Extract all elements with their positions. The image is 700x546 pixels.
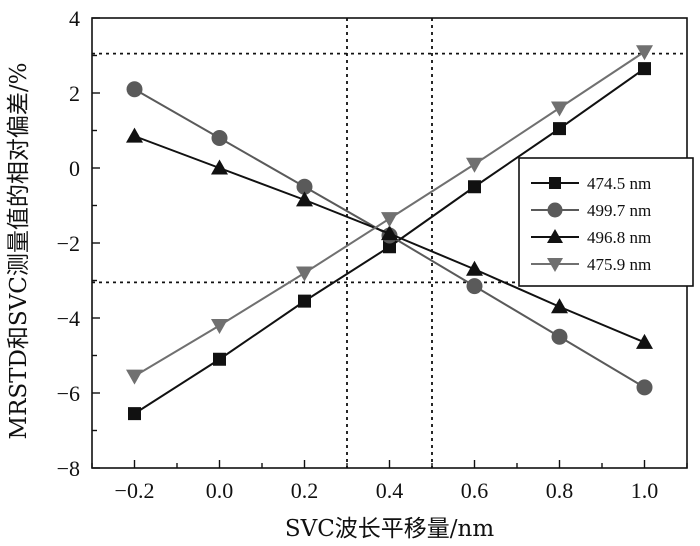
data-point [296, 266, 313, 282]
data-point [211, 159, 228, 175]
series-0 [128, 62, 651, 421]
series-2 [126, 127, 653, 349]
y-tick-label: −2 [57, 231, 80, 256]
series-layer [126, 45, 653, 421]
data-point [128, 407, 141, 421]
x-tick-label: 0.0 [206, 478, 234, 503]
legend-label: 475.9 nm [587, 255, 651, 274]
x-tick-label: 0.4 [376, 478, 404, 503]
data-point [551, 328, 568, 345]
y-tick-label: −4 [57, 306, 80, 331]
data-point [466, 278, 483, 295]
legend-label: 496.8 nm [587, 228, 651, 247]
reference-lines [92, 18, 687, 468]
y-tick-label: 4 [69, 6, 80, 31]
data-point [636, 333, 653, 349]
x-tick-label: 1.0 [631, 478, 659, 503]
data-point [383, 240, 396, 254]
data-point [298, 294, 311, 308]
x-tick-label: 0.8 [546, 478, 574, 503]
data-point [296, 178, 313, 195]
data-point [468, 180, 481, 194]
data-point [551, 298, 568, 314]
y-tick-label: 2 [69, 81, 80, 106]
data-point [636, 45, 653, 61]
legend-label: 499.7 nm [587, 201, 651, 220]
data-point [553, 122, 566, 136]
data-point [126, 127, 143, 143]
series-3 [126, 45, 653, 385]
data-point [636, 379, 653, 396]
legend-marker [549, 177, 561, 189]
x-tick-label: 0.2 [291, 478, 319, 503]
legend-marker [547, 258, 563, 272]
data-point [211, 130, 228, 146]
legend-item: 496.8 nm [531, 228, 651, 247]
data-point [296, 191, 313, 207]
legend-marker [547, 229, 563, 243]
data-point [551, 101, 568, 117]
data-point [381, 225, 398, 241]
y-tick-label: −6 [57, 381, 80, 406]
x-tick-label: −0.2 [115, 478, 155, 503]
x-tick-label: 0.6 [461, 478, 489, 503]
y-tick-label: −8 [57, 456, 80, 481]
y-axis-label: MRSTD和SVC测量值的相对偏差/% [6, 63, 32, 440]
data-point [466, 157, 483, 173]
data-point [466, 260, 483, 276]
legend-item: 474.5 nm [531, 174, 651, 193]
axes: −8 −6 −4 −2 0 2 4 −0.2 0.0 0.2 0.4 0.6 0.8 1.0 [57, 6, 688, 503]
data-point [381, 212, 398, 228]
legend-item: 475.9 nm [531, 255, 651, 274]
y-tick-label: 0 [69, 156, 80, 181]
data-point [211, 319, 228, 334]
data-point [126, 81, 143, 98]
x-axis-label: SVC波长平移量/nm [285, 516, 495, 542]
legend-label: 474.5 nm [587, 174, 651, 193]
data-point [638, 62, 651, 76]
legend: 474.5 nm 499.7 nm 496.8 nm 475.9 nm [518, 157, 694, 287]
data-point [126, 369, 143, 385]
legend-marker [547, 202, 563, 218]
legend-item: 499.7 nm [531, 201, 651, 220]
data-point [213, 352, 226, 366]
